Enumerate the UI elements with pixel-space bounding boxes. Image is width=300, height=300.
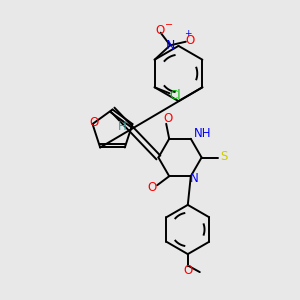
Text: O: O [89, 116, 99, 129]
Text: O: O [155, 24, 164, 37]
Text: Cl: Cl [170, 89, 182, 102]
Text: S: S [220, 150, 227, 164]
Text: N: N [166, 39, 175, 52]
Text: NH: NH [194, 127, 211, 140]
Text: O: O [147, 181, 156, 194]
Text: −: − [165, 20, 173, 30]
Text: +: + [184, 29, 191, 38]
Text: N: N [190, 172, 199, 185]
Text: O: O [183, 263, 192, 277]
Text: O: O [163, 112, 172, 125]
Text: O: O [185, 34, 195, 47]
Text: H: H [118, 119, 126, 133]
